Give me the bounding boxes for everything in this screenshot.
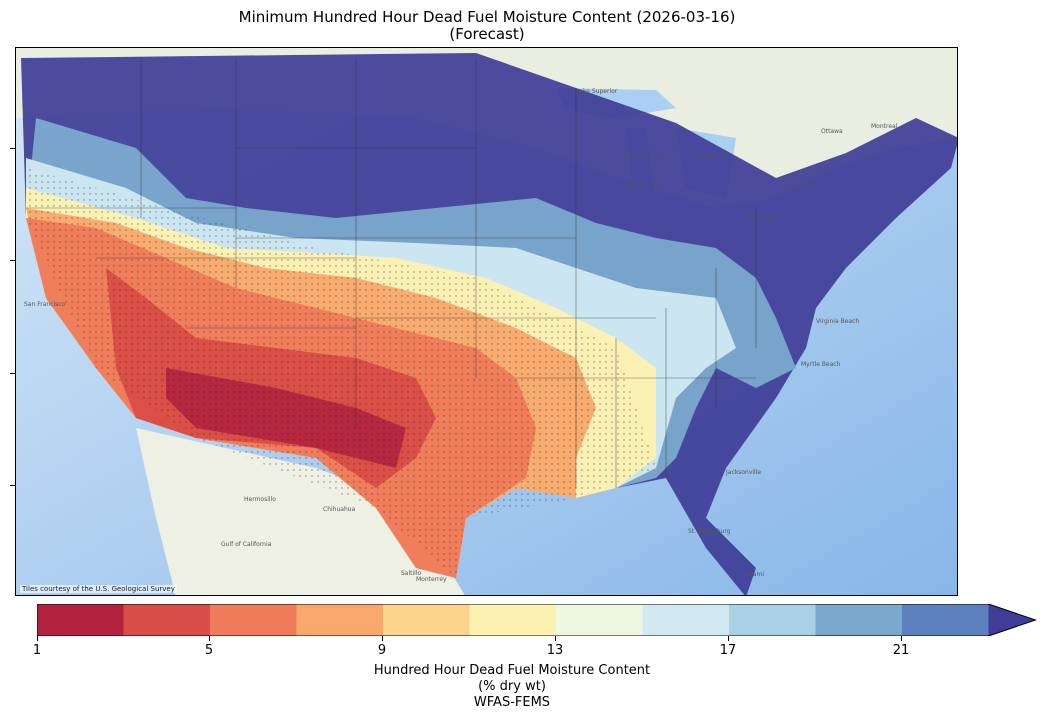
map-place-label: Gulf of California — [221, 541, 272, 548]
map-place-label: Lake Superior — [576, 88, 618, 95]
cb-tick — [382, 636, 383, 641]
map-place-label: Hermosillo — [244, 496, 276, 503]
colorbar-segment — [210, 604, 297, 636]
cb-label-17: 17 — [719, 643, 737, 658]
colorbar-label: Hundred Hour Dead Fuel Moisture Content — [373, 663, 651, 678]
map-panel[interactable]: Lake Superior Lake Michigan Lake Huron Lake… — [15, 47, 958, 596]
colorbar-segment — [469, 604, 557, 636]
colorbar-segment — [296, 604, 384, 636]
colorbar-segment — [902, 604, 989, 636]
map-place-label: Montreal — [871, 123, 898, 130]
colorbar-segment — [383, 604, 470, 636]
cb-tick — [37, 636, 38, 641]
map-place-label: Lake Ontario — [786, 183, 825, 190]
map-place-label: Saltillo — [401, 570, 422, 577]
map-place-label: Milwaukee — [628, 183, 660, 190]
colorbar-units: (% dry wt) — [478, 679, 546, 694]
y-tick — [10, 148, 15, 149]
y-tick — [10, 373, 15, 374]
cb-label-1: 1 — [32, 643, 42, 658]
map-place-label: San Francisco — [24, 301, 66, 308]
colorbar-segment — [642, 604, 730, 636]
cb-label-5: 5 — [204, 643, 214, 658]
place-labels: Lake Superior Lake Michigan Lake Huron Lake… — [24, 88, 898, 583]
colorbar-extend-arrow — [988, 604, 1036, 636]
fuel-moisture-map: Lake Superior Lake Michigan Lake Huron Lake… — [16, 48, 957, 595]
map-place-label: Monterrey — [416, 576, 447, 583]
cb-label-21: 21 — [892, 643, 910, 658]
cb-label-9: 9 — [377, 643, 387, 658]
map-place-label: Lake Michigan — [621, 155, 664, 162]
mexico-land — [136, 428, 465, 595]
colorbar-outline — [37, 604, 1037, 636]
cb-label-13: 13 — [546, 643, 564, 658]
map-place-label: Ottawa — [821, 128, 843, 135]
map-place-label: Myrtle Beach — [801, 361, 841, 368]
map-place-label: Chihuahua — [323, 506, 356, 513]
map-place-label: St. Petersburg — [688, 528, 731, 535]
colorbar-segment — [729, 604, 816, 636]
cb-tick — [555, 636, 556, 641]
colorbar — [37, 604, 1037, 636]
chart-title: Minimum Hundred Hour Dead Fuel Moisture … — [238, 8, 736, 26]
attribution: Tiles courtesy of the U.S. Geological Su… — [20, 585, 177, 593]
cb-tick — [728, 636, 729, 641]
colorbar-source: WFAS-FEMS — [473, 695, 551, 710]
colorbar-segment — [815, 604, 903, 636]
map-place-label: Lake Huron — [696, 153, 730, 160]
colorbar-segment — [37, 604, 124, 636]
cb-tick — [901, 636, 902, 641]
colorbar-segment — [123, 604, 211, 636]
cb-tick — [209, 636, 210, 641]
map-place-label: Virginia Beach — [816, 318, 859, 325]
state-borders — [26, 58, 757, 488]
map-place-label: Lake Erie — [746, 215, 774, 222]
chart-subtitle: (Forecast) — [449, 25, 525, 43]
colorbar-segment — [556, 604, 643, 636]
stipple-overlay — [26, 168, 656, 578]
y-tick — [10, 260, 15, 261]
y-tick — [10, 485, 15, 486]
map-place-label: Miami — [746, 571, 764, 578]
map-place-label: Jacksonville — [725, 469, 761, 476]
